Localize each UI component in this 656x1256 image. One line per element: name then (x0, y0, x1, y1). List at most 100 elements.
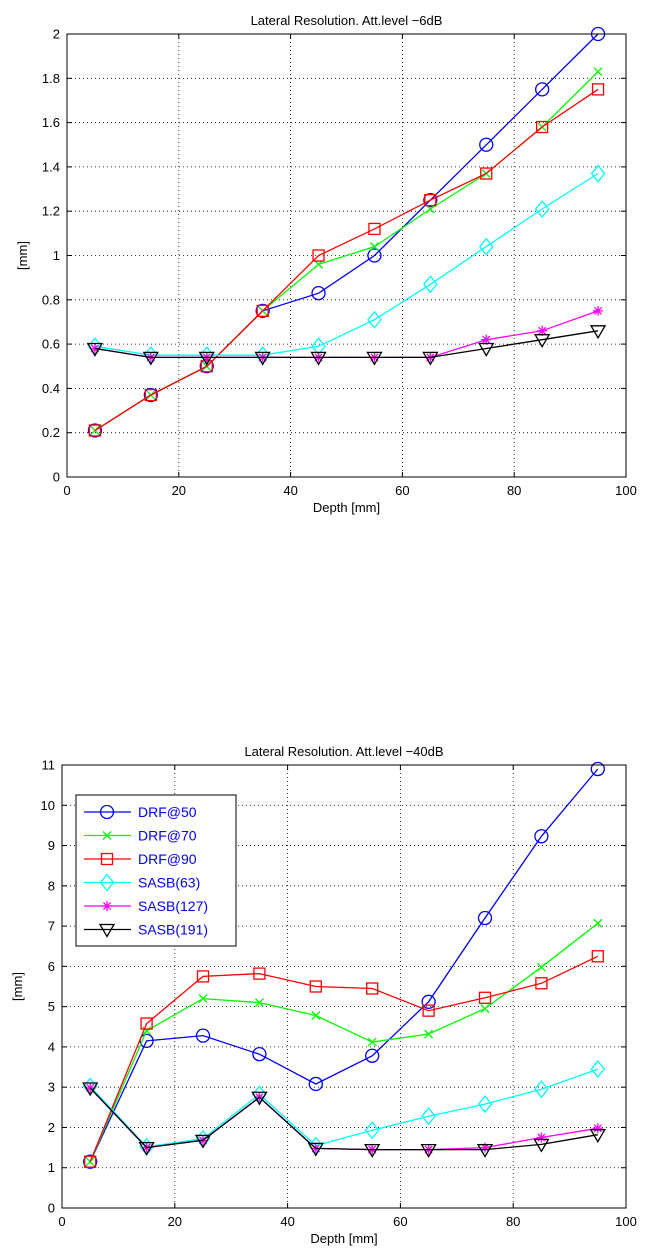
top-y-tick-label: 0.2 (42, 425, 60, 440)
data-point-triangle-down (142, 351, 159, 366)
data-point-triangle-down (476, 1143, 494, 1158)
data-point-asterisk (592, 1123, 603, 1134)
data-point-diamond (478, 237, 494, 256)
data-point-square (480, 167, 493, 180)
data-point-circle (255, 303, 270, 319)
bottom-x-tick-label: 40 (280, 1214, 294, 1229)
data-point-square (88, 424, 102, 437)
series-line (89, 768, 599, 1162)
data-point-circle (535, 82, 550, 97)
data-point-circle (252, 1047, 267, 1062)
data-point-x (142, 1026, 152, 1036)
data-point-square (253, 967, 266, 980)
data-point-x (425, 204, 435, 214)
data-point-circle (365, 1048, 380, 1063)
data-point-square (591, 83, 605, 96)
data-point-diamond (590, 1060, 606, 1079)
top-x-tick-label: 100 (615, 483, 637, 498)
data-point-square (591, 950, 604, 963)
top-ticks: 0 20 40 60 80 100 0 0.2 0.4 0.6 0.8 1 1.2 1.4 1.6 1.8 2 (42, 27, 637, 499)
data-point-circle (367, 248, 382, 263)
bottom-series (82, 761, 606, 1169)
top-x-tick-label: 40 (283, 483, 297, 498)
data-point-square (256, 304, 269, 318)
bottom-y-tick-label: 2 (48, 1120, 55, 1135)
series-line (94, 172, 599, 356)
legend-item: SASB(63) (84, 873, 200, 892)
data-point-triangle-down (589, 325, 607, 340)
bottom-x-tick-label: 60 (393, 1214, 407, 1229)
data-point-square (196, 970, 210, 983)
data-point-triangle-down (251, 1091, 268, 1106)
bottom-chart-title: Lateral Resolution. Att.level −40dB (244, 744, 443, 759)
series-line (89, 922, 599, 1162)
bottom-x-tick-label: 20 (168, 1214, 182, 1229)
bottom-chart: 0 20 40 60 80 100 0 1 2 3 4 5 6 7 8 9 10 11 Lateral Resol… (10, 744, 637, 1246)
top-y-axis-label: [mm] (15, 241, 30, 270)
bottom-y-tick-label: 10 (41, 798, 55, 813)
legend-label: SASB(63) (138, 875, 200, 891)
data-point-square (535, 977, 548, 990)
series-line (89, 1087, 598, 1151)
data-point-circle (421, 994, 436, 1009)
data-point-square (368, 222, 381, 236)
data-point-circle (423, 192, 438, 208)
top-chart-title: Lateral Resolution. Att.level −6dB (251, 13, 443, 28)
bottom-y-tick-label: 11 (42, 758, 56, 773)
bottom-x-tick-label: 100 (615, 1214, 637, 1229)
top-x-tick-label: 80 (507, 483, 521, 498)
bottom-x-axis-label: Depth [mm] (310, 1231, 377, 1246)
top-series-sasb-191- (86, 325, 607, 366)
series-line (94, 88, 599, 432)
data-point-circle (143, 387, 159, 403)
data-point-diamond (367, 310, 382, 329)
data-point-diamond (421, 1107, 436, 1126)
legend-label: DRF@90 (138, 851, 197, 867)
top-y-tick-label: 0.4 (42, 381, 60, 396)
data-point-square (140, 1017, 153, 1030)
series-line (94, 330, 599, 359)
top-plot-border (66, 33, 627, 478)
data-point-triangle-down (254, 351, 271, 366)
legend-item: DRF@90 (84, 851, 197, 867)
data-point-triangle-down (533, 1138, 550, 1153)
data-point-diamond (534, 199, 550, 219)
legend-label: DRF@70 (138, 828, 197, 844)
bottom-y-tick-label: 9 (48, 838, 55, 853)
data-point-triangle-down (364, 1143, 381, 1158)
bottom-series-drf-50 (83, 761, 605, 1169)
data-point-circle (308, 1076, 323, 1092)
legend-marker-square (100, 852, 114, 866)
data-point-circle (477, 910, 493, 926)
data-point-x (311, 1011, 321, 1020)
data-point-square (366, 982, 379, 995)
data-point-diamond (364, 1121, 380, 1140)
bottom-y-tick-label: 3 (48, 1080, 55, 1095)
data-point-asterisk (593, 305, 604, 316)
data-point-circle (534, 829, 549, 844)
data-point-x (369, 242, 379, 252)
bottom-x-tick-label: 0 (58, 1214, 65, 1229)
top-y-tick-label: 1 (53, 248, 60, 263)
data-point-square (84, 1155, 97, 1168)
top-y-tick-label: 1.2 (42, 204, 60, 219)
legend-box (75, 794, 237, 947)
top-y-tick-label: 0.6 (42, 337, 60, 352)
legend-marker-diamond (99, 873, 115, 892)
legend-item: DRF@50 (84, 804, 197, 820)
data-point-square (478, 991, 492, 1004)
data-point-asterisk (536, 1132, 547, 1143)
data-point-circle (195, 1028, 211, 1043)
legend: DRF@50 DRF@70 DRF@90 SASB(63) SASB(127) SASB(… (75, 794, 237, 947)
data-point-circle (311, 286, 326, 301)
top-y-tick-label: 2 (53, 27, 60, 42)
data-point-diamond (534, 1080, 549, 1099)
data-point-asterisk (537, 325, 548, 336)
data-point-x (254, 998, 264, 1008)
bottom-x-tick-label: 80 (506, 1214, 520, 1229)
data-point-circle (479, 137, 494, 152)
data-point-asterisk (481, 334, 492, 345)
data-point-x (198, 994, 208, 1004)
top-y-tick-label: 0.8 (42, 292, 60, 307)
data-point-triangle-down (478, 342, 495, 357)
